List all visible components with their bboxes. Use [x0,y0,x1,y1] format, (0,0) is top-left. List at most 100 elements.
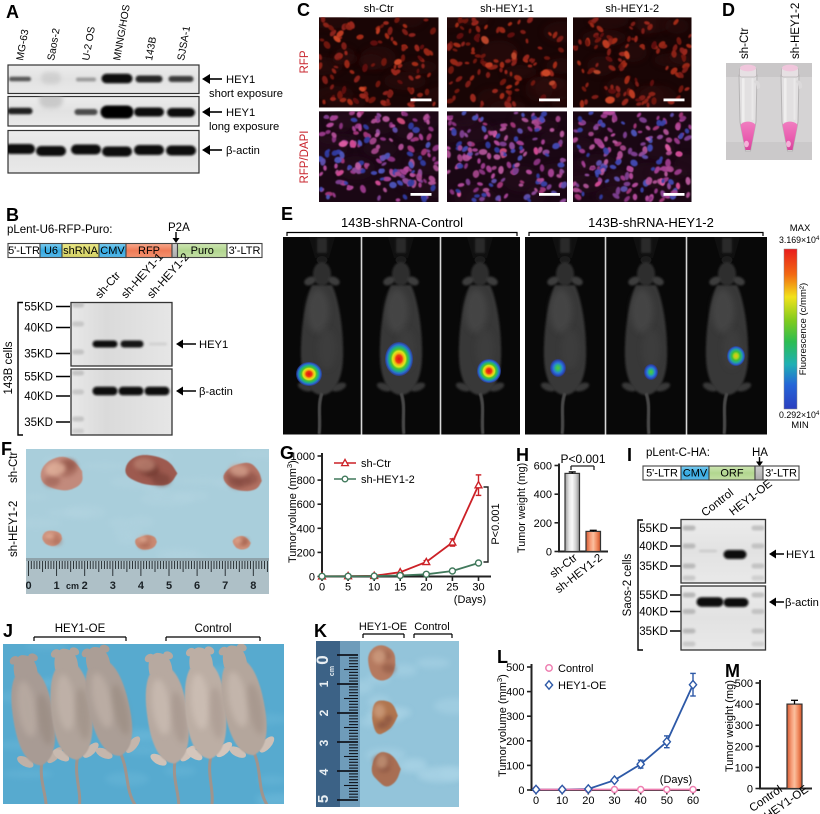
svg-text:7: 7 [222,580,228,592]
svg-text:5: 5 [166,580,172,592]
svg-text:H: H [516,445,529,465]
svg-text:35KD: 35KD [24,417,53,429]
svg-text:CMV: CMV [683,468,708,480]
svg-text:0: 0 [319,582,325,594]
svg-text:300: 300 [735,720,753,732]
svg-text:P<0.001: P<0.001 [560,452,605,466]
svg-text:Control: Control [414,621,449,633]
svg-text:3: 3 [317,739,331,746]
svg-text:6: 6 [194,580,200,592]
svg-text:Tumor volume (mm3): Tumor volume (mm3) [495,674,509,777]
svg-text:C: C [297,0,310,20]
svg-text:K: K [314,621,327,641]
svg-text:0.292×104: 0.292×104 [779,410,820,420]
svg-text:F: F [1,439,12,459]
svg-text:800: 800 [297,475,315,487]
svg-text:P<0.001: P<0.001 [490,503,502,544]
svg-text:100: 100 [735,762,753,774]
svg-text:sh-HEY1-2: sh-HEY1-2 [605,3,659,15]
svg-text:1: 1 [317,680,331,687]
svg-text:Fluorescence (c/mm²): Fluorescence (c/mm²) [798,283,809,375]
svg-text:40KD: 40KD [24,323,53,335]
svg-text:200: 200 [534,518,552,530]
svg-text:Puro: Puro [191,245,214,257]
svg-text:MAX: MAX [790,223,811,234]
svg-text:55KD: 55KD [639,523,668,535]
svg-text:3: 3 [110,580,116,592]
svg-text:15: 15 [394,582,406,594]
svg-text:35KD: 35KD [639,626,668,638]
svg-text:35KD: 35KD [24,349,53,361]
svg-text:600: 600 [297,499,315,511]
svg-text:0: 0 [518,785,524,797]
svg-text:400: 400 [534,489,552,501]
svg-text:RFP: RFP [138,245,160,257]
svg-text:cm: cm [66,581,79,591]
svg-text:0: 0 [313,655,332,664]
svg-text:5: 5 [345,582,351,594]
svg-text:HEY1: HEY1 [786,549,815,561]
svg-text:500: 500 [735,678,753,690]
svg-text:8: 8 [250,580,256,592]
svg-text:0: 0 [546,547,552,559]
svg-text:3'-LTR: 3'-LTR [229,245,261,257]
svg-text:sh-HEY1-2: sh-HEY1-2 [361,474,415,486]
svg-text:short exposure: short exposure [209,88,283,100]
svg-text:RFP/DAPI: RFP/DAPI [299,130,311,183]
svg-text:A: A [6,2,19,22]
svg-text:3'-LTR: 3'-LTR [765,468,797,480]
svg-text:HEY1: HEY1 [226,74,255,86]
svg-text:60: 60 [687,795,699,807]
svg-text:CMV: CMV [100,245,125,257]
svg-text:200: 200 [297,547,315,559]
svg-text:40KD: 40KD [639,607,668,619]
svg-text:MIN: MIN [791,420,809,431]
svg-text:40KD: 40KD [639,541,668,553]
svg-text:1: 1 [54,580,60,592]
svg-text:5'-LTR: 5'-LTR [646,468,678,480]
svg-text:ORF: ORF [720,468,744,480]
svg-text:G: G [280,443,294,463]
svg-text:0: 0 [25,580,31,592]
svg-text:sh-Ctr: sh-Ctr [361,458,391,470]
svg-text:35KD: 35KD [639,561,668,573]
svg-text:P2A: P2A [168,222,190,234]
svg-text:shRNA: shRNA [63,245,99,257]
svg-text:400: 400 [506,687,524,699]
svg-text:143B-shRNA-HEY1-2: 143B-shRNA-HEY1-2 [588,215,714,230]
svg-text:pLent-U6-RFP-Puro:: pLent-U6-RFP-Puro: [7,224,112,236]
svg-text:Tumor weight (mg): Tumor weight (mg) [516,463,528,553]
svg-text:HEY1-OE: HEY1-OE [558,680,606,692]
svg-text:25: 25 [446,582,458,594]
svg-text:β-actin: β-actin [226,145,260,157]
svg-text:β-actin: β-actin [785,597,819,609]
svg-text:J: J [3,621,13,641]
svg-text:30: 30 [608,795,620,807]
svg-text:143B: 143B [144,36,159,62]
svg-text:4: 4 [317,768,331,775]
svg-text:sh-Ctr: sh-Ctr [8,452,20,483]
svg-text:β-actin: β-actin [199,386,233,398]
svg-text:400: 400 [735,699,753,711]
svg-text:55KD: 55KD [24,372,53,384]
svg-text:55KD: 55KD [639,590,668,602]
svg-text:Control: Control [194,623,231,635]
svg-text:400: 400 [297,523,315,535]
svg-text:50: 50 [661,795,673,807]
svg-text:D: D [722,0,735,20]
svg-text:2: 2 [317,709,331,716]
svg-text:HEY1-OE: HEY1-OE [55,623,106,635]
svg-text:5: 5 [315,795,332,803]
svg-text:HEY1: HEY1 [226,107,255,119]
svg-text:RFP: RFP [299,50,311,73]
svg-text:2: 2 [82,580,88,592]
svg-text:(Days): (Days) [454,594,486,606]
svg-text:1000: 1000 [291,451,315,463]
svg-text:sh-HEY1-1: sh-HEY1-1 [480,3,534,15]
svg-text:long exposure: long exposure [209,121,279,133]
svg-text:B: B [6,205,19,225]
svg-text:L: L [497,647,508,667]
svg-text:500: 500 [506,662,524,674]
svg-text:pLent-C-HA:: pLent-C-HA: [646,447,710,459]
svg-text:HEY1-OE: HEY1-OE [359,621,407,633]
